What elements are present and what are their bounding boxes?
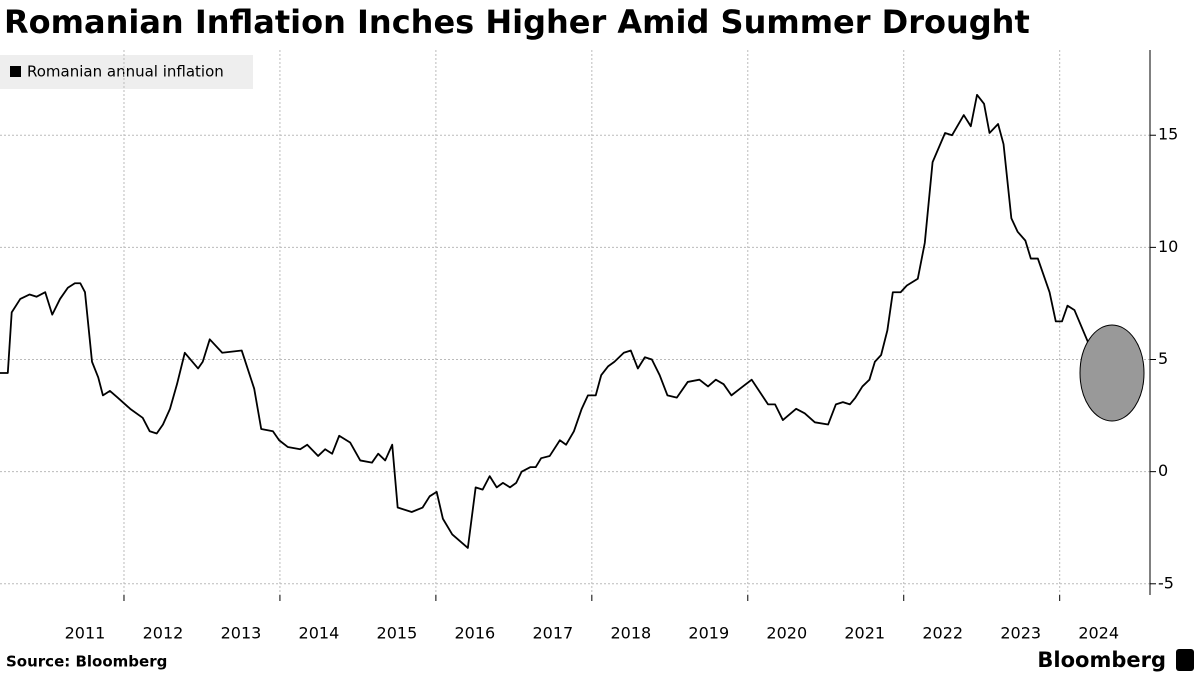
chart-title: Romanian Inflation Inches Higher Amid Su… — [4, 3, 1030, 41]
x-tick-label: 2020 — [766, 624, 807, 643]
y-tick-label: 10 — [1158, 237, 1178, 256]
source: Source: Bloomberg — [6, 653, 167, 671]
y-tick-label: 5 — [1158, 349, 1168, 368]
x-tick-label: 2016 — [455, 624, 496, 643]
x-tick-label: 2023 — [1000, 624, 1041, 643]
x-tick-label: 2024 — [1078, 624, 1119, 643]
legend-label: Romanian annual inflation — [27, 63, 224, 81]
y-tick-label: 15 — [1158, 125, 1178, 144]
legend-swatch — [10, 66, 21, 77]
y-tick-label: -5 — [1158, 573, 1174, 592]
line — [0, 93, 1128, 549]
legend-box — [0, 55, 253, 89]
highlight-circle — [1079, 324, 1145, 422]
brand-logo: Bloomberg — [1037, 648, 1166, 672]
x-tick-label: 2015 — [377, 624, 418, 643]
x-tick-label: 2017 — [532, 624, 573, 643]
x-tick-label: 2019 — [688, 624, 729, 643]
x-tick-label: 2021 — [844, 624, 885, 643]
y-tick-label: 0 — [1158, 461, 1168, 480]
x-tick-label: 2022 — [922, 624, 963, 643]
x-tick-label: 2014 — [299, 624, 340, 643]
x-tick-label: 2011 — [65, 624, 106, 643]
brand-icon — [1176, 649, 1194, 671]
x-tick-label: 2018 — [610, 624, 651, 643]
x-tick-label: 2012 — [143, 624, 184, 643]
x-tick-label: 2013 — [221, 624, 262, 643]
